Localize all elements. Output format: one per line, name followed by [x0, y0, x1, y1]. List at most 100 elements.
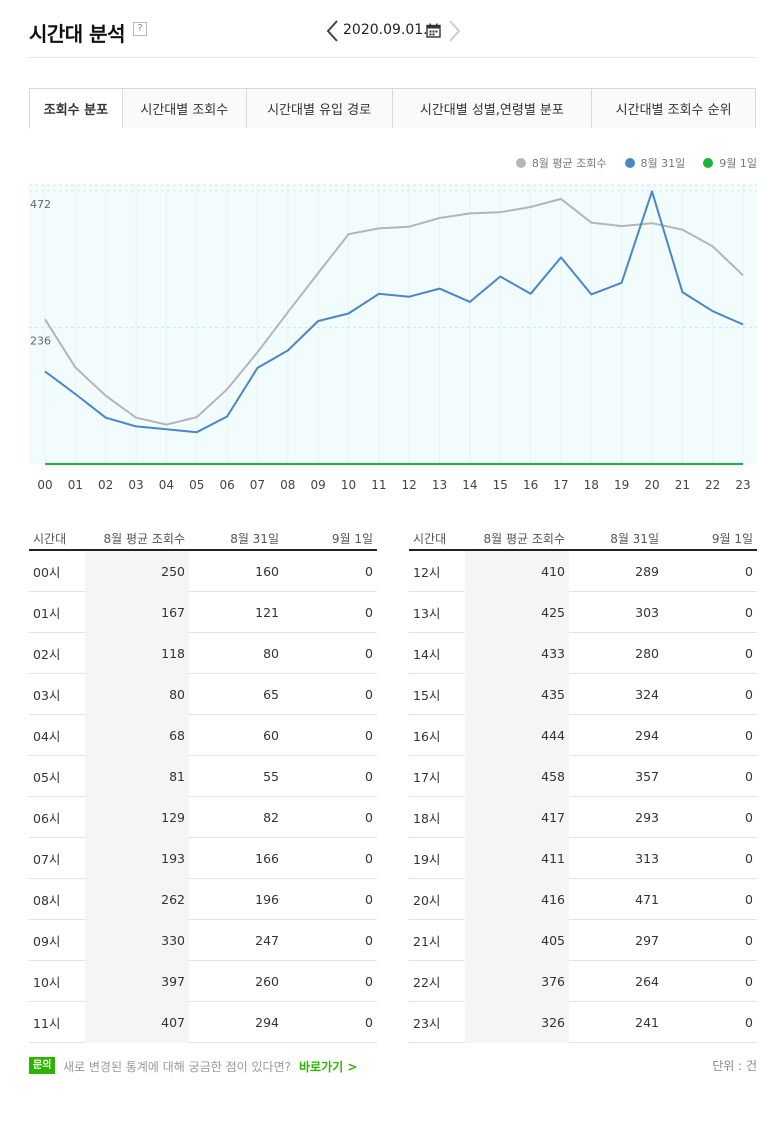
cell-hour: 01시: [33, 605, 61, 621]
cell-august-average: 68: [85, 714, 189, 756]
table-row: 20시 416 471 0: [409, 878, 757, 920]
calendar-icon[interactable]: [426, 23, 441, 38]
help-icon[interactable]: ?: [133, 22, 147, 36]
tab-hourly-traffic-source[interactable]: 시간대별 유입 경로: [245, 89, 392, 128]
shortcut-link[interactable]: 바로가기 >: [299, 1060, 358, 1074]
cell-september-1: 0: [365, 563, 373, 579]
table-row: 12시 410 289 0: [409, 550, 757, 592]
cell-august-average: 405: [465, 919, 569, 961]
cell-hour: 11시: [33, 1015, 61, 1031]
cell-september-1: 0: [365, 973, 373, 989]
table-row: 21시 405 297 0: [409, 919, 757, 961]
table-row: 15시 435 324 0: [409, 673, 757, 715]
x-tick-label: 21: [675, 478, 690, 492]
cell-august-average: 433: [465, 632, 569, 674]
analysis-tabs: 조회수 분포 시간대별 조회수 시간대별 유입 경로 시간대별 성별,연령별 분…: [29, 88, 756, 129]
header-august-average: 8월 평균 조회수: [483, 531, 565, 546]
table-row: 10시 397 260 0: [29, 960, 377, 1002]
header-august-31: 8월 31일: [610, 531, 659, 546]
tab-hourly-view-ranking[interactable]: 시간대별 조회수 순위: [591, 89, 755, 128]
cell-august-average: 262: [85, 878, 189, 920]
legend-label: 9월 1일: [719, 157, 757, 170]
cell-august-average: 326: [465, 1001, 569, 1043]
legend-label: 8월 평균 조회수: [531, 157, 607, 170]
next-date-icon[interactable]: [444, 19, 464, 43]
plot-background: [29, 185, 757, 464]
cell-august-average: 81: [85, 755, 189, 797]
cell-hour: 12시: [413, 564, 441, 580]
legend-dot-icon: [624, 158, 635, 168]
tab-hourly-gender-age[interactable]: 시간대별 성별,연령별 분포: [391, 89, 592, 128]
table-row: 18시 417 293 0: [409, 796, 757, 838]
header-august-31: 8월 31일: [230, 531, 279, 546]
x-tick-label: 13: [432, 478, 447, 492]
cell-hour: 15시: [413, 687, 441, 703]
cell-september-1: 0: [745, 727, 753, 743]
hourly-table-left: 시간대 8월 평균 조회수 8월 31일 9월 1일 00시 250 160 0 01시…: [29, 527, 377, 1043]
cell-september-1: 0: [745, 809, 753, 825]
header-hour: 시간대: [33, 531, 67, 546]
x-tick-label: 17: [553, 478, 568, 492]
x-tick-label: 10: [341, 478, 356, 492]
cell-august-average: 410: [465, 550, 569, 592]
cell-hour: 18시: [413, 810, 441, 826]
cell-august-31: 294: [635, 727, 659, 743]
cell-august-31: 82: [263, 809, 279, 825]
chart-legend: 8월 평균 조회수 8월 31일 9월 1일: [515, 155, 757, 171]
legend-label: 8월 31일: [640, 157, 686, 170]
cell-august-31: 60: [263, 727, 279, 743]
x-tick-label: 15: [493, 478, 508, 492]
x-tick-label: 03: [128, 478, 143, 492]
cell-hour: 23시: [413, 1015, 441, 1031]
cell-august-31: 324: [635, 686, 659, 702]
cell-august-31: 121: [255, 604, 279, 620]
x-tick-label: 06: [219, 478, 234, 492]
cell-september-1: 0: [365, 768, 373, 784]
cell-september-1: 0: [365, 1014, 373, 1030]
previous-date-icon[interactable]: [323, 19, 343, 43]
cell-august-31: 166: [255, 850, 279, 866]
cell-september-1: 0: [745, 604, 753, 620]
cell-august-average: 129: [85, 796, 189, 838]
cell-september-1: 0: [365, 850, 373, 866]
table-row: 14시 433 280 0: [409, 632, 757, 674]
cell-august-31: 357: [635, 768, 659, 784]
x-tick-label: 22: [705, 478, 720, 492]
table-row: 13시 425 303 0: [409, 591, 757, 633]
x-tick-label: 04: [159, 478, 174, 492]
cell-hour: 13시: [413, 605, 441, 621]
header-hour: 시간대: [413, 531, 447, 546]
table-row: 01시 167 121 0: [29, 591, 377, 633]
tab-view-distribution[interactable]: 조회수 분포: [29, 89, 122, 129]
legend-item-september-1[interactable]: 9월 1일: [703, 155, 757, 171]
legend-item-august-average[interactable]: 8월 평균 조회수: [515, 155, 607, 171]
x-tick-label: 02: [98, 478, 113, 492]
x-tick-label: 11: [371, 478, 386, 492]
table-row: 16시 444 294 0: [409, 714, 757, 756]
cell-hour: 10시: [33, 974, 61, 990]
unit-label: 단위 : 건: [712, 1059, 757, 1073]
cell-august-31: 65: [263, 686, 279, 702]
table-header: 시간대 8월 평균 조회수 8월 31일 9월 1일: [409, 527, 757, 551]
inquiry-text: 새로 변경된 통계에 대해 궁금한 점이 있다면?: [63, 1060, 291, 1074]
footer: 문의 새로 변경된 통계에 대해 궁금한 점이 있다면? 바로가기 > 단위 :…: [29, 1057, 757, 1077]
current-date: 2020.09.01.: [343, 22, 428, 38]
cell-august-average: 376: [465, 960, 569, 1002]
table-row: 11시 407 294 0: [29, 1001, 377, 1043]
page-header: 시간대 분석 ? 2020.09.01.: [29, 16, 757, 58]
header-september-1: 9월 1일: [711, 531, 753, 546]
header-august-average: 8월 평균 조회수: [103, 531, 185, 546]
cell-september-1: 0: [745, 891, 753, 907]
cell-september-1: 0: [365, 727, 373, 743]
cell-august-average: 435: [465, 673, 569, 715]
x-tick-label: 05: [189, 478, 204, 492]
cell-august-31: 280: [635, 645, 659, 661]
inquiry-badge: 문의: [29, 1057, 56, 1074]
cell-hour: 19시: [413, 851, 441, 867]
table-header: 시간대 8월 평균 조회수 8월 31일 9월 1일: [29, 527, 377, 551]
cell-august-average: 411: [465, 837, 569, 879]
tab-hourly-views[interactable]: 시간대별 조회수: [121, 89, 246, 128]
legend-item-august-31[interactable]: 8월 31일: [624, 155, 686, 171]
cell-august-average: 118: [85, 632, 189, 674]
cell-august-average: 444: [465, 714, 569, 756]
